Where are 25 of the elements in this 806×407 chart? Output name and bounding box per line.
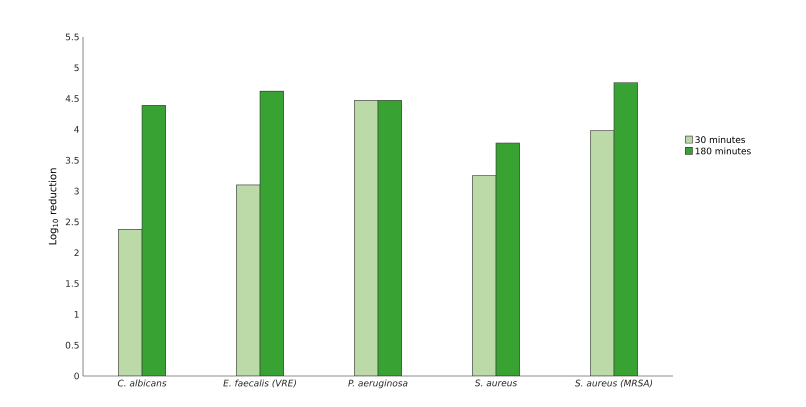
x-tick-label: S. aureus (MRSA) [575, 380, 652, 388]
bar [472, 175, 496, 376]
legend-label: 180 minutes [696, 147, 751, 154]
bar [118, 228, 142, 376]
x-tick-label: P. aeruginosa [348, 380, 408, 388]
y-tick-label: 0 [74, 372, 79, 380]
bar [236, 184, 260, 376]
y-axis-title: Log$_{10}$ reduction [48, 168, 58, 244]
bar [590, 130, 614, 376]
x-tick-label: S. aureus [474, 380, 517, 386]
legend-label: 30 minutes [695, 136, 746, 144]
y-tick-label: 5 [74, 64, 79, 72]
y-tick-label: 3.5 [66, 156, 79, 164]
y-tick-label: 2.5 [66, 218, 79, 226]
y-tick-label: 1 [74, 311, 79, 318]
y-tick-label: 1.5 [66, 280, 79, 287]
y-tick-label: 3 [74, 188, 79, 194]
y-tick-label: 2 [74, 249, 79, 256]
x-tick-label: E. faecalis (VRE) [223, 380, 296, 388]
y-tick-label: 4.5 [66, 95, 79, 102]
y-tick-label: 5.5 [66, 34, 79, 40]
bar [354, 100, 378, 376]
y-tick-label: 0.5 [66, 342, 79, 349]
x-tick-label: C. albicans [118, 380, 166, 386]
y-tick-label: 4 [74, 126, 79, 133]
